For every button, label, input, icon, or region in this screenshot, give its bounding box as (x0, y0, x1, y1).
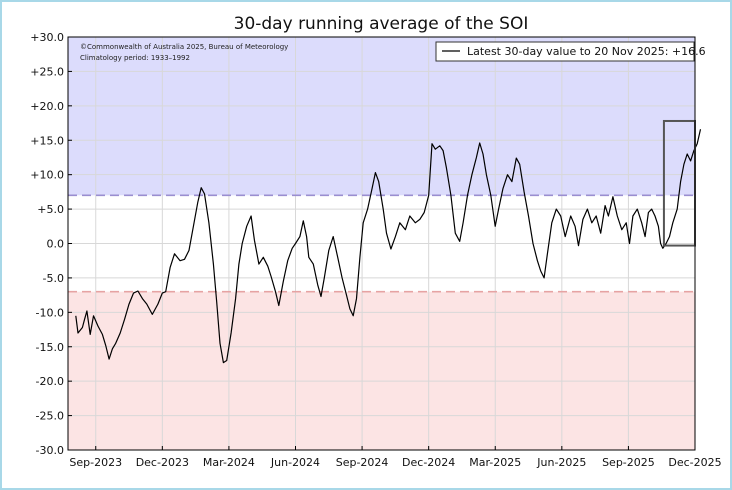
zone-layer (68, 37, 695, 450)
y-tick-label: +15.0 (30, 134, 64, 147)
y-tick-label: -20.0 (36, 375, 64, 388)
x-tick-label: Sep-2023 (69, 456, 122, 469)
y-tick-label: -5.0 (43, 272, 64, 285)
x-tick-label: Jun-2024 (270, 456, 320, 469)
legend-label: Latest 30-day value to 20 Nov 2025: +16.… (467, 45, 706, 58)
y-tick-label: +25.0 (30, 65, 64, 78)
chart-title: 30-day running average of the SOI (234, 14, 529, 34)
soi-series-line (75, 129, 702, 364)
below-threshold-zone (68, 291, 695, 450)
climatology-note: Climatology period: 1933–1992 (80, 54, 190, 62)
x-tick-label: Mar-2025 (469, 456, 521, 469)
x-tick-label: Jun-2025 (536, 456, 586, 469)
copyright-note: ©Commonwealth of Australia 2025, Bureau … (80, 43, 288, 51)
y-tick-label: -30.0 (36, 444, 64, 457)
x-tick-label: Dec-2023 (136, 456, 189, 469)
y-tick-label: 0.0 (47, 238, 65, 251)
y-tick-label: +30.0 (30, 31, 64, 44)
y-tick-label: +5.0 (37, 203, 64, 216)
y-tick-label: -10.0 (36, 306, 64, 319)
y-tick-label: +10.0 (30, 169, 64, 182)
y-tick-label: -15.0 (36, 341, 64, 354)
legend: Latest 30-day value to 20 Nov 2025: +16.… (435, 41, 706, 62)
y-axis-ticks: +30.0 +25.0 +20.0 +15.0 +10.0 +5.0 0.0 -5.0 -10.… (30, 31, 72, 457)
y-tick-label: -25.0 (36, 410, 64, 423)
legend-box (435, 41, 695, 62)
y-tick-label: +20.0 (30, 100, 64, 113)
x-tick-label: Sep-2024 (336, 456, 389, 469)
x-tick-label: Dec-2024 (402, 456, 455, 469)
x-tick-label: Mar-2024 (203, 456, 255, 469)
x-axis-ticks: Sep-2023 Dec-2023 Mar-2024 Jun-2024 Sep-2024… (69, 446, 722, 469)
x-tick-label: Sep-2025 (602, 456, 655, 469)
above-threshold-zone (68, 37, 695, 196)
x-tick-label: Dec-2025 (668, 456, 721, 469)
